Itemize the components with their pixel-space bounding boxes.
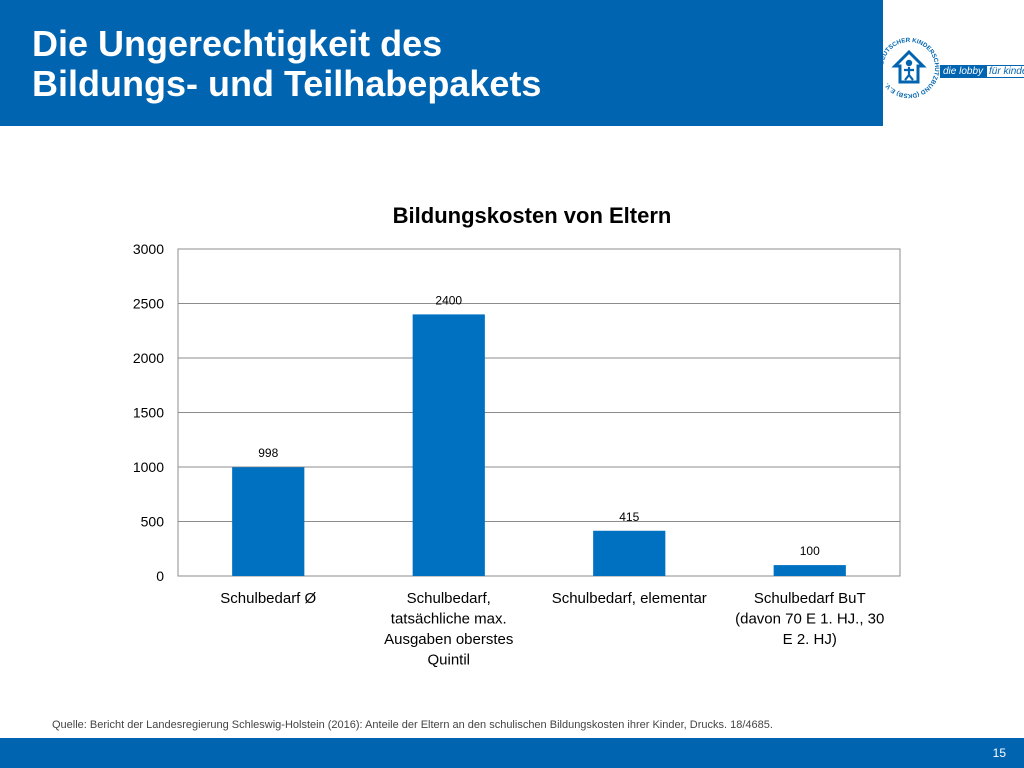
x-tick-label-line: (davon 70 E 1. HJ., 30 [735,611,884,628]
data-label: 2400 [435,293,462,307]
data-label: 998 [258,446,278,460]
source-note: Quelle: Bericht der Landesregierung Schl… [52,719,773,731]
slide-title: Die Ungerechtigkeit des Bildungs- und Te… [32,24,541,104]
y-tick-label: 1000 [133,459,164,475]
lobby-logo-right: für kinder [986,65,1024,78]
y-tick-label: 500 [141,514,165,530]
x-tick-label: Schulbedarf Ø [220,590,316,607]
page-number: 15 [992,746,1006,760]
title-band: Die Ungerechtigkeit des Bildungs- und Te… [0,0,883,126]
child-figure-icon [891,49,927,84]
bar [232,467,305,576]
lobby-logo: die lobby für kinder [940,65,1024,78]
chart-title: Bildungskosten von Eltern [392,203,672,228]
x-tick-label-line: Quintil [427,652,470,669]
y-tick-label: 1500 [133,405,164,421]
x-tick-label-line: E 2. HJ) [783,631,837,648]
bar-chart: 0 500 1000 1500 2000 2500 3000 998 Schulbedarf Ø… [133,241,901,669]
x-tick-label-line: Schulbedarf, elementar [552,590,707,607]
slide-title-line-1: Die Ungerechtigkeit des [32,23,443,64]
x-tick-label-line: Schulbedarf BuT [754,590,866,607]
y-tick-label: 2000 [133,350,164,366]
y-tick-label: 2500 [133,296,164,312]
dksb-seal-logo: DEUTSCHER KINDERSCHUTZBUND (DKSB) E.V. [878,37,940,99]
y-tick-label: 0 [156,568,164,584]
x-tick-label-line: Ausgaben oberstes [384,631,513,648]
x-tick-label-line: Schulbedarf, [407,590,491,607]
x-tick-label: Schulbedarf BuT (davon 70 E 1. HJ., 30 E 2… [735,590,884,648]
plot-area-frame [177,248,901,577]
bar [593,530,666,576]
x-tick-label: Schulbedarf, elementar [552,590,707,607]
lobby-logo-left: die lobby [940,65,987,78]
data-label: 415 [619,510,639,524]
x-tick-label: Schulbedarf, tatsächliche max. Ausgaben ob… [384,590,513,669]
bar [412,314,485,576]
data-label: 100 [800,544,820,558]
x-tick-label-line: tatsächliche max. [391,611,507,628]
x-tick-label-line: Schulbedarf Ø [220,590,316,607]
bar [773,565,846,576]
slide-title-line-2: Bildungs- und Teilhabepakets [32,63,542,104]
y-tick-label: 3000 [133,241,164,257]
footer-band: 15 [0,738,1024,768]
